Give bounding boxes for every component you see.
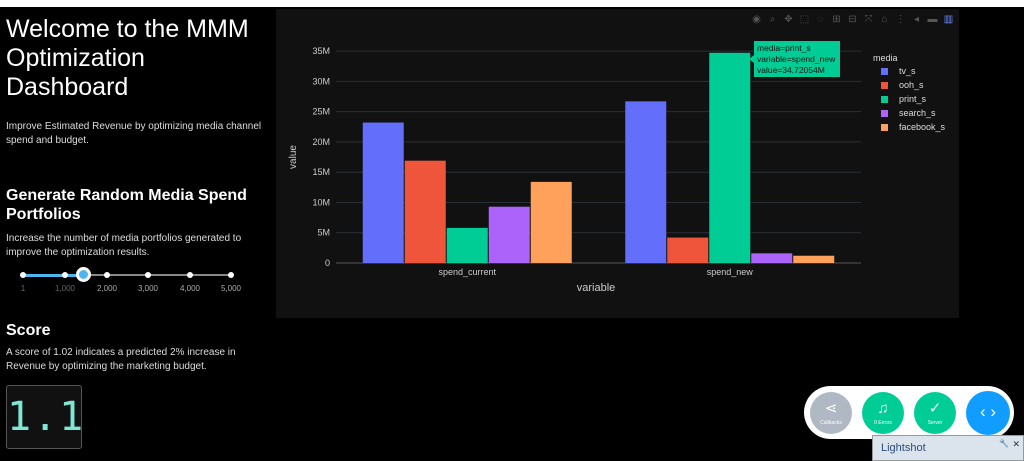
legend-swatch[interactable] (881, 124, 888, 131)
slider-mark-dot[interactable] (187, 272, 193, 278)
y-tick-label: 30M (312, 76, 330, 86)
bar-print_s-spend_new[interactable] (709, 52, 751, 263)
slider-tick-label: 4,000 (179, 284, 201, 293)
x-tick-label: spend_new (707, 267, 754, 277)
legend-swatch[interactable] (881, 110, 888, 117)
slider-tick-label: 2,000 (96, 284, 118, 293)
share-icon: ⋖ (824, 400, 838, 417)
spend-chart-panel: ◉ ⌕ ✥ ⬚ ◌ ⊞ ⊟ ⤧ ⌂ ⋮ ◂ ▬ ▥ 0 5M 10M 15M 20M 25… (276, 9, 959, 318)
reset-axes-icon[interactable]: ⌂ (881, 14, 888, 25)
close-icon[interactable]: ✕ (1012, 439, 1020, 449)
hover-compare-icon[interactable]: ▬ (927, 14, 938, 25)
score-description: A score of 1.02 indicates a predicted 2%… (6, 347, 236, 372)
zoom-icon[interactable]: ⌕ (769, 14, 776, 25)
bar-tv_s-spend_current[interactable] (362, 122, 404, 263)
y-tick-label: 35M (312, 46, 330, 56)
bar-search_s-spend_current[interactable] (488, 206, 530, 263)
legend-item[interactable]: ooh_s (899, 80, 924, 90)
y-tick-label: 20M (312, 137, 330, 147)
page-title: Welcome to the MMM Optimization Dashboar… (6, 15, 249, 101)
legend-item[interactable]: print_s (899, 94, 927, 104)
slider-rail (22, 274, 230, 276)
devtools-toggle-button[interactable]: ‹ › (966, 391, 1010, 435)
portfolio-heading: Generate Random Media Spend Portfolios (6, 187, 247, 223)
zoom-out-icon[interactable]: ⊟ (848, 14, 857, 25)
slider-handle[interactable] (76, 267, 91, 282)
top-border (0, 0, 1024, 7)
bar-facebook_s-spend_new[interactable] (793, 255, 835, 263)
slider-mark-dot[interactable] (228, 272, 234, 278)
slider-mark-dot[interactable] (20, 272, 26, 278)
lasso-icon[interactable]: ◌ (817, 14, 824, 25)
bar-tv_s-spend_new[interactable] (625, 101, 667, 264)
bar-print_s-spend_current[interactable] (446, 227, 488, 263)
bell-icon: ♫ (877, 400, 889, 417)
spike-lines-icon[interactable]: ⋮ (895, 14, 906, 25)
bar-ooh_s-spend_current[interactable] (404, 160, 446, 263)
tooltip-line: media=print_s (757, 43, 811, 53)
bar-chart: 0 5M 10M 15M 20M 25M 30M 35M spend_current spend… (288, 41, 946, 294)
pan-icon[interactable]: ✥ (784, 14, 793, 25)
legend-item[interactable]: tv_s (899, 66, 916, 76)
legend-title: media (873, 53, 898, 63)
server-button[interactable]: ✓ Server (914, 392, 956, 434)
x-tick-label: spend_current (438, 267, 496, 277)
legend-item[interactable]: search_s (899, 108, 936, 118)
lightshot-title: Lightshot (881, 442, 926, 454)
slider-mark-dot[interactable] (104, 272, 110, 278)
errors-label: 0 Errors (874, 420, 892, 426)
autoscale-icon[interactable]: ⤧ (864, 14, 873, 25)
slider-mark-dot[interactable] (62, 272, 68, 278)
chart-modebar: ◉ ⌕ ✥ ⬚ ◌ ⊞ ⊟ ⤧ ⌂ ⋮ ◂ ▬ ▥ (750, 13, 955, 29)
server-label: Server (927, 420, 943, 426)
hover-closest-icon[interactable]: ◂ (913, 14, 920, 25)
x-axis-label: variable (577, 282, 616, 294)
y-tick-label: 25M (312, 107, 330, 117)
legend-swatch[interactable] (881, 96, 888, 103)
errors-button[interactable]: ♫ 0 Errors (862, 392, 904, 434)
y-tick-label: 15M (312, 167, 330, 177)
slider-tick-label: 3,000 (137, 284, 159, 293)
y-tick-label: 5M (317, 228, 330, 238)
dash-devtools-bar: ⋖ Callbacks ♫ 0 Errors ✓ Server ‹ › (804, 386, 1014, 439)
legend-item[interactable]: facebook_s (899, 122, 946, 132)
slider-tick-label: 1 (20, 284, 26, 293)
slider-track (22, 274, 83, 277)
box-select-icon[interactable]: ⬚ (799, 14, 810, 25)
slider-tick-label: 5,000 (220, 284, 242, 293)
plotly-logo-icon[interactable]: ▥ (943, 14, 954, 25)
slider-tick-label: 1,000 (54, 284, 76, 293)
bar-ooh_s-spend_new[interactable] (667, 237, 709, 263)
lightshot-popup: Lightshot 🔧 ✕ (872, 435, 1024, 461)
bar-facebook_s-spend_current[interactable] (530, 181, 572, 263)
tooltip-pointer (749, 55, 754, 63)
bar-search_s-spend_new[interactable] (751, 253, 793, 263)
portfolio-description: Increase the number of media portfolios … (6, 233, 242, 258)
tooltip-line: variable=spend_new (757, 54, 836, 64)
y-axis-label: value (288, 145, 299, 169)
camera-icon[interactable]: ◉ (752, 14, 761, 25)
hover-tooltip (754, 41, 840, 77)
slider-mark-dot[interactable] (145, 272, 151, 278)
page-subtitle: Improve Estimated Revenue by optimizing … (6, 121, 262, 146)
portfolio-count-slider[interactable]: 1 1,000 2,000 3,000 4,000 5,000 (16, 266, 242, 296)
code-icon: ‹ › (979, 402, 997, 421)
legend-swatch[interactable] (881, 68, 888, 75)
callbacks-label: Callbacks (820, 420, 842, 426)
score-heading: Score (6, 322, 51, 339)
check-icon: ✓ (928, 400, 942, 417)
tooltip-line: value=34.72054M (757, 65, 825, 75)
score-display: 1.1 (6, 385, 86, 449)
zoom-in-icon[interactable]: ⊞ (832, 14, 841, 25)
score-value: 1.1 (7, 394, 86, 440)
y-tick-label: 10M (312, 197, 330, 207)
callbacks-button[interactable]: ⋖ Callbacks (810, 392, 852, 434)
legend-swatch[interactable] (881, 82, 888, 89)
y-tick-label: 0 (325, 258, 330, 268)
wrench-icon[interactable]: 🔧 (999, 439, 1009, 448)
